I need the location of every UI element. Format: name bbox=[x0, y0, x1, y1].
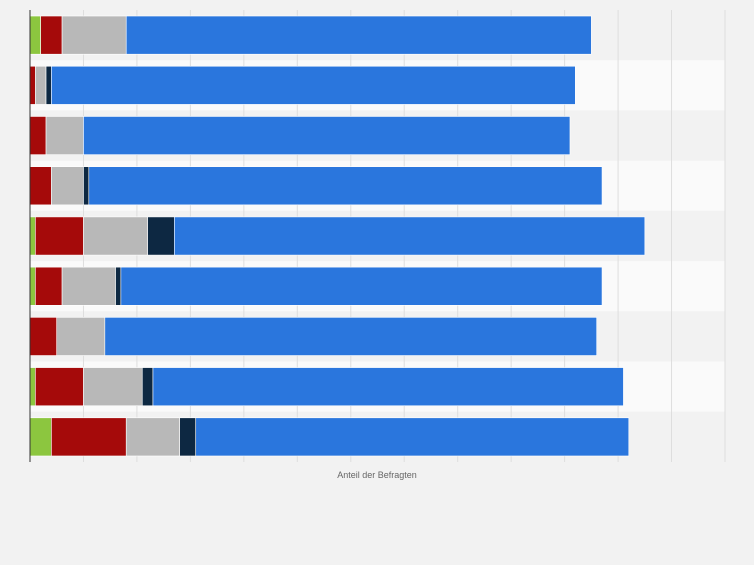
bar-segment-series-3-row-5[interactable] bbox=[83, 216, 148, 256]
bar-segment-series-3-row-4[interactable] bbox=[51, 166, 84, 206]
bar-segment-series-5-row-7[interactable] bbox=[104, 317, 597, 356]
bar-segment-series-3-row-1[interactable] bbox=[61, 15, 127, 55]
bar-segment-series-2-row-9[interactable] bbox=[51, 417, 127, 457]
bar-segment-series-2-row-2[interactable] bbox=[29, 65, 36, 105]
bar-segment-series-4-row-8[interactable] bbox=[141, 367, 154, 407]
bar-segment-series-5-row-5[interactable] bbox=[174, 216, 646, 256]
bar-segment-series-3-row-8[interactable] bbox=[83, 367, 143, 407]
bar-segment-series-2-row-7[interactable] bbox=[29, 317, 58, 356]
bar-segment-series-3-row-3[interactable] bbox=[45, 116, 84, 155]
bar-segment-series-4-row-2[interactable] bbox=[45, 65, 52, 105]
bar-segment-series-3-row-7[interactable] bbox=[56, 317, 106, 356]
bar-segment-series-2-row-1[interactable] bbox=[40, 15, 63, 55]
bar-segment-series-2-row-5[interactable] bbox=[35, 216, 84, 256]
bar-segment-series-4-row-5[interactable] bbox=[147, 216, 175, 256]
bar-segment-series-1-row-9[interactable] bbox=[29, 417, 52, 457]
bar-segment-series-3-row-9[interactable] bbox=[125, 417, 180, 457]
bar-segment-series-1-row-8[interactable] bbox=[29, 367, 36, 407]
bar-segment-series-5-row-4[interactable] bbox=[88, 166, 603, 206]
bar-segment-series-3-row-2[interactable] bbox=[35, 65, 47, 105]
bar-segment-series-5-row-1[interactable] bbox=[125, 15, 592, 55]
bar-segment-series-1-row-6[interactable] bbox=[29, 266, 36, 306]
bar-segment-series-5-row-9[interactable] bbox=[195, 417, 630, 457]
bar-segment-series-2-row-3[interactable] bbox=[29, 116, 47, 155]
bar-segment-series-1-row-1[interactable] bbox=[29, 15, 41, 55]
bar-segment-series-5-row-8[interactable] bbox=[152, 367, 624, 407]
bar-segment-series-4-row-9[interactable] bbox=[179, 417, 197, 457]
bar-segment-series-1-row-5[interactable] bbox=[29, 216, 36, 256]
x-axis-label: Anteil der Befragten bbox=[337, 470, 417, 480]
bar-segment-series-5-row-2[interactable] bbox=[51, 65, 576, 105]
bar-segment-series-2-row-4[interactable] bbox=[29, 166, 52, 206]
bar-segment-series-5-row-3[interactable] bbox=[83, 116, 571, 155]
bar-segment-series-4-row-4[interactable] bbox=[83, 166, 90, 206]
bar-segment-series-5-row-6[interactable] bbox=[120, 266, 603, 306]
bars bbox=[29, 15, 646, 457]
bar-segment-series-3-row-6[interactable] bbox=[61, 266, 116, 306]
bar-segment-series-2-row-8[interactable] bbox=[35, 367, 84, 407]
bar-segment-series-4-row-6[interactable] bbox=[115, 266, 122, 306]
bar-segment-series-2-row-6[interactable] bbox=[35, 266, 63, 306]
